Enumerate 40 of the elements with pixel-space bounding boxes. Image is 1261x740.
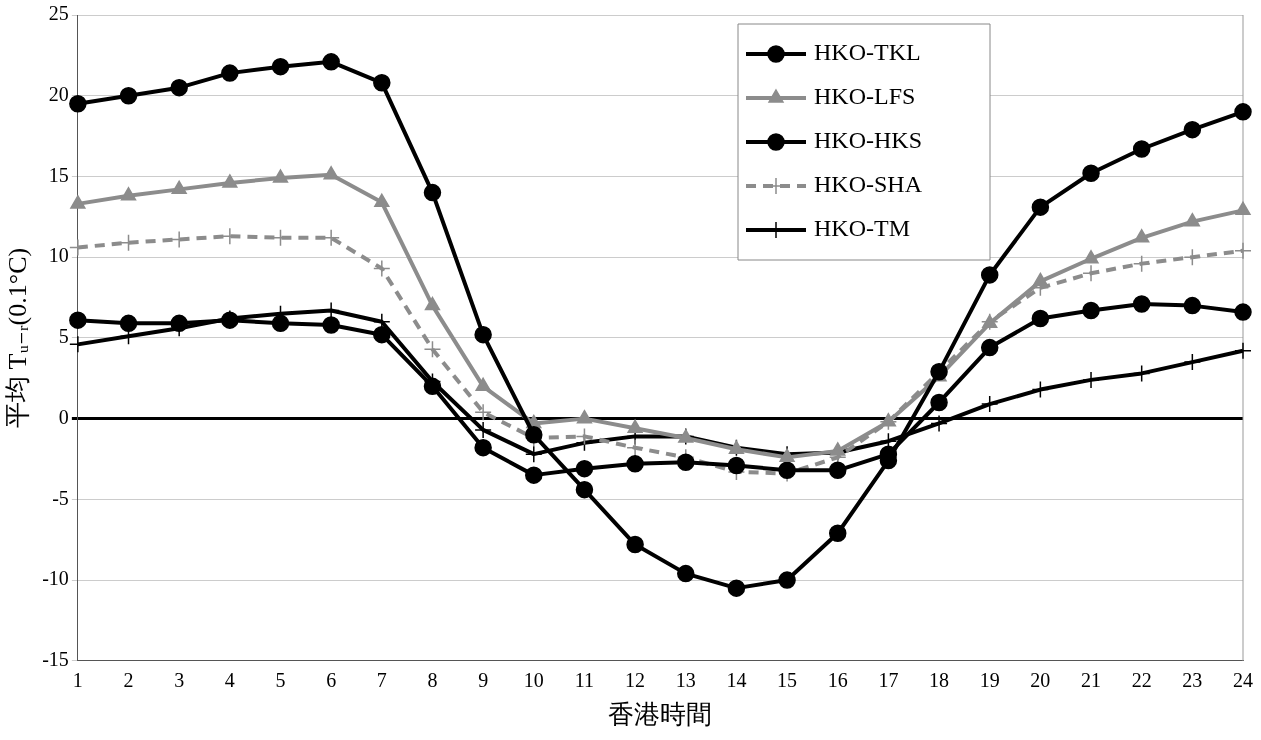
y-tick-label: -10 xyxy=(42,567,69,590)
x-tick-label: 18 xyxy=(929,669,950,692)
y-tick-label: 25 xyxy=(48,2,69,25)
x-tick-label: 5 xyxy=(275,669,286,692)
x-tick-label: 23 xyxy=(1182,669,1203,692)
x-tick-label: 14 xyxy=(726,669,747,692)
x-tick-label: 24 xyxy=(1233,669,1253,692)
x-tick-label: 6 xyxy=(326,669,337,692)
legend-label: HKO-TKL xyxy=(814,39,921,66)
y-tick-label: 10 xyxy=(48,244,69,267)
x-tick-label: 1 xyxy=(72,669,83,692)
x-tick-label: 2 xyxy=(123,669,134,692)
legend-label: HKO-HKS xyxy=(814,127,922,154)
x-tick-label: 7 xyxy=(376,669,387,692)
legend-label: HKO-SHA xyxy=(814,171,923,198)
x-tick-label: 10 xyxy=(523,669,544,692)
y-tick-label: -15 xyxy=(42,648,69,671)
y-tick-label: -5 xyxy=(52,486,69,509)
y-tick-label: 5 xyxy=(58,325,69,348)
x-tick-label: 22 xyxy=(1131,669,1152,692)
x-tick-label: 21 xyxy=(1081,669,1102,692)
x-tick-label: 11 xyxy=(574,669,595,692)
x-tick-label: 3 xyxy=(174,669,185,692)
x-tick-label: 17 xyxy=(878,669,899,692)
x-tick-label: 19 xyxy=(979,669,1000,692)
y-tick-label: 0 xyxy=(58,405,69,428)
y-tick-label: 15 xyxy=(48,163,69,186)
x-tick-label: 4 xyxy=(224,669,235,692)
legend-label: HKO-LFS xyxy=(814,83,916,110)
x-tick-label: 20 xyxy=(1030,669,1051,692)
y-axis-title: 平均 Tᵤ₋ᵣ(0.1°C) xyxy=(3,247,33,428)
legend-label: HKO-TM xyxy=(814,215,910,242)
x-tick-label: 16 xyxy=(827,669,848,692)
x-tick-label: 13 xyxy=(675,669,696,692)
y-tick-label: 20 xyxy=(48,82,69,105)
x-tick-label: 12 xyxy=(625,669,646,692)
x-tick-label: 8 xyxy=(427,669,438,692)
x-tick-label: 15 xyxy=(777,669,798,692)
x-tick-label: 9 xyxy=(478,669,489,692)
x-axis-title: 香港時間 xyxy=(608,700,713,730)
